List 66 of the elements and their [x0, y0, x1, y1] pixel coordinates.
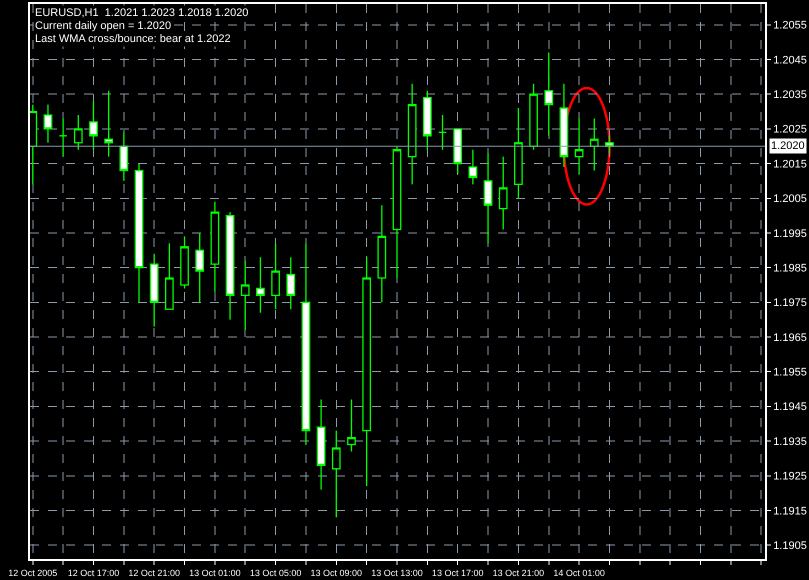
y-tick-label: 1.1915 — [773, 505, 807, 518]
y-tick-label: 1.2005 — [773, 193, 807, 206]
candlestick — [286, 256, 296, 310]
ref-line-label: 1.2020 — [771, 140, 805, 152]
x-tick-label: 13 Oct 01:00 — [189, 568, 241, 578]
candlestick — [58, 118, 68, 158]
candlestick — [44, 104, 52, 144]
candlestick — [30, 104, 38, 186]
y-tick-label: 1.1905 — [773, 540, 807, 552]
candlestick — [422, 90, 432, 150]
candlestick — [195, 232, 204, 303]
x-tick-label: 14 Oct 01:00 — [553, 568, 605, 578]
candlestick — [134, 162, 144, 303]
candlestick — [271, 242, 280, 310]
candlestick — [332, 430, 341, 518]
y-tick-label: 1.2025 — [773, 124, 807, 136]
y-tick-label: 1.1985 — [773, 262, 807, 274]
candlestick — [119, 132, 128, 182]
candlestick — [347, 398, 356, 452]
x-tick-label: 12 Oct 21:00 — [128, 568, 180, 578]
candlestick — [484, 152, 492, 244]
candlestick — [377, 204, 386, 303]
y-tick-label: 1.1955 — [773, 366, 807, 379]
candlestick — [180, 236, 189, 290]
candlestick — [74, 114, 83, 150]
candlestick — [529, 83, 538, 150]
candlestick — [574, 118, 584, 175]
x-tick-label: 13 Oct 21:00 — [492, 568, 544, 578]
candlestick — [590, 118, 599, 172]
y-tick-label: 1.2015 — [773, 158, 807, 170]
candlestick — [453, 128, 462, 175]
candlestick — [438, 114, 447, 150]
candlestick — [514, 107, 523, 199]
x-tick-label: 13 Oct 13:00 — [371, 568, 423, 578]
y-tick-label: 1.2045 — [773, 54, 807, 66]
annotation: Current daily open = 1.2020 — [35, 20, 172, 32]
candlestick — [408, 83, 417, 186]
candlestick — [316, 398, 326, 490]
candlestick — [150, 253, 159, 328]
candlestick — [468, 149, 478, 186]
candlestick — [210, 201, 220, 293]
x-tick-label: 13 Oct 17:00 — [432, 568, 484, 578]
candlestick — [256, 256, 265, 314]
candlestick — [226, 211, 234, 320]
candlestick — [392, 146, 402, 279]
x-tick-label: 13 Oct 09:00 — [310, 568, 362, 578]
chart-title: EURUSD,H1 1.2021 1.2023 1.2018 1.2020 — [35, 7, 248, 19]
y-tick-label: 1.1945 — [773, 401, 807, 414]
y-tick-label: 1.2035 — [773, 89, 807, 102]
y-tick-label: 1.1925 — [773, 470, 807, 483]
annotation: Last WMA cross/bounce: bear at 1.2022 — [35, 33, 231, 45]
candlestick — [164, 242, 174, 310]
y-tick-label: 1.1965 — [773, 332, 807, 344]
x-tick-label: 13 Oct 05:00 — [250, 568, 302, 578]
candlestick — [240, 260, 250, 331]
y-tick-label: 1.1995 — [773, 228, 807, 240]
y-tick-label: 1.1975 — [773, 297, 807, 310]
candlestick — [104, 90, 114, 158]
y-tick-label: 1.2055 — [773, 20, 807, 32]
candlestick — [544, 52, 554, 136]
candlestick — [89, 100, 98, 150]
x-tick-label: 12 Oct 17:00 — [68, 568, 120, 578]
candlestick — [560, 83, 568, 168]
x-tick-label: 12 Oct 2005 — [8, 568, 58, 578]
y-tick-label: 1.1935 — [773, 436, 807, 448]
candlestick — [498, 156, 508, 230]
